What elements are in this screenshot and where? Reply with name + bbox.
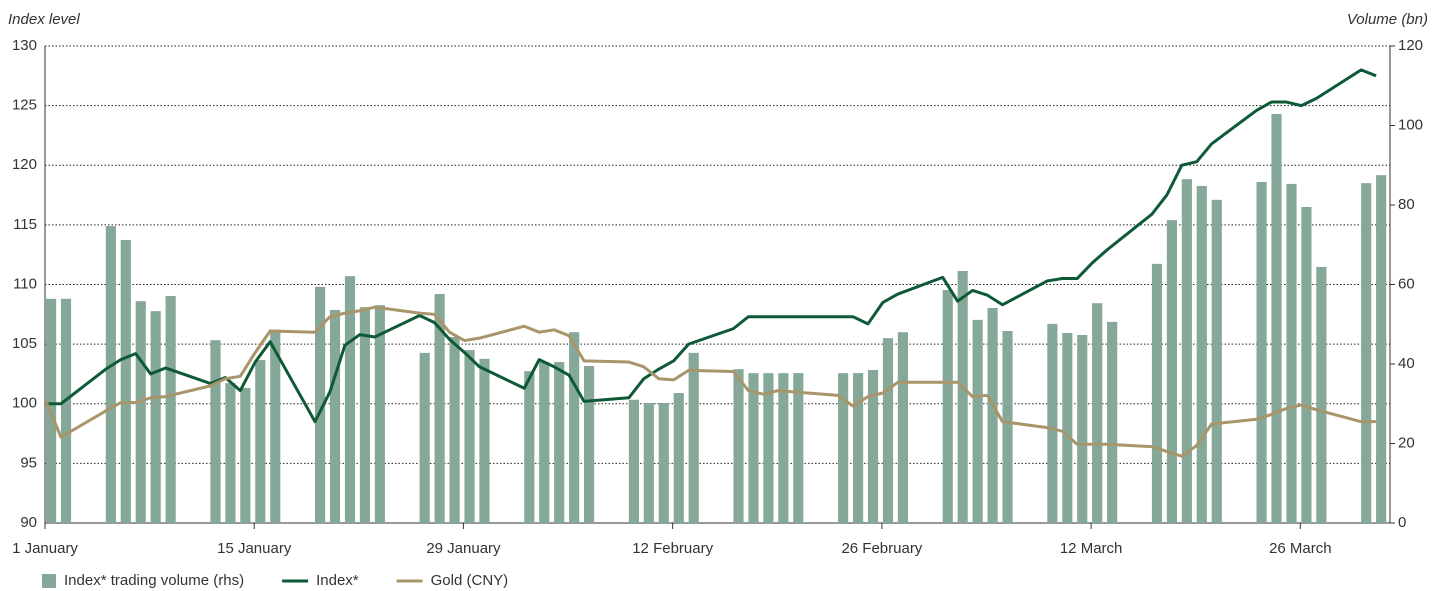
bar: [569, 332, 580, 523]
bar: [584, 365, 595, 523]
bar: [1062, 332, 1073, 523]
y2-tick-label: 100: [1398, 116, 1423, 133]
bar: [733, 369, 744, 523]
bar: [1316, 267, 1327, 523]
y2-tick-label: 0: [1398, 514, 1406, 531]
bar: [479, 358, 490, 523]
bar: [315, 286, 326, 523]
x-tick-label: 26 February: [841, 540, 922, 557]
bar: [1092, 303, 1103, 523]
bar: [1211, 199, 1222, 523]
bar: [1361, 183, 1372, 523]
bar: [793, 373, 804, 523]
bar: [374, 305, 385, 523]
bar: [524, 371, 535, 523]
y2-tick-label: 40: [1398, 355, 1415, 372]
bar: [165, 296, 176, 523]
y-tick-label: 105: [12, 335, 37, 352]
legend-label: Index* trading volume (rhs): [64, 572, 244, 589]
bar: [688, 352, 699, 523]
y-tick-label: 100: [12, 395, 37, 412]
y-tick-label: 115: [13, 216, 37, 233]
bar: [1077, 334, 1088, 523]
bar: [464, 350, 475, 523]
y-tick-label: 130: [12, 37, 37, 54]
line: [44, 305, 1377, 458]
bar: [539, 362, 550, 523]
legend-label: Index*: [316, 572, 359, 589]
bar: [120, 239, 131, 524]
bar: [853, 373, 864, 523]
x-tick-label: 1 January: [12, 540, 78, 557]
bar: [1002, 331, 1013, 523]
bar: [449, 336, 460, 523]
bar: [987, 307, 998, 523]
x-tick-label: 12 March: [1060, 540, 1123, 557]
bar: [1286, 183, 1297, 523]
bar: [1107, 321, 1118, 523]
y2-tick-label: 60: [1398, 275, 1415, 292]
x-tick-label: 26 March: [1269, 540, 1332, 557]
bar: [897, 332, 908, 523]
bar: [344, 276, 356, 523]
bar: [1196, 185, 1207, 524]
bar: [882, 338, 894, 523]
bar: [763, 373, 774, 523]
bar: [838, 373, 849, 523]
bar: [554, 362, 565, 523]
y2-tick-label: 120: [1398, 37, 1423, 54]
x-tick-label: 15 January: [217, 540, 292, 557]
bar: [105, 226, 116, 523]
bar: [628, 399, 639, 523]
y-tick-label: 90: [20, 514, 37, 531]
line: [46, 68, 1377, 424]
bar: [419, 352, 430, 523]
bar: [270, 329, 281, 523]
bar: [673, 393, 684, 523]
bar: [942, 290, 953, 523]
bar: [957, 270, 968, 523]
bar: [1166, 220, 1177, 524]
bar: [1301, 206, 1312, 524]
y-axis-label: Index level: [8, 11, 80, 28]
bar: [867, 369, 879, 523]
bar: [1256, 181, 1267, 523]
x-tick-label: 29 January: [426, 540, 501, 557]
bar: [1181, 179, 1192, 523]
y-tick-label: 125: [12, 97, 37, 114]
y-tick-label: 120: [12, 156, 37, 173]
bar: [329, 309, 341, 523]
bar: [643, 402, 654, 523]
bar: [225, 383, 236, 523]
y2-axis-label: Volume (bn): [1347, 11, 1428, 28]
bar: [972, 319, 983, 523]
bar: [240, 387, 251, 523]
y-tick-label: 95: [20, 454, 37, 471]
bar: [135, 301, 146, 523]
bar: [434, 294, 445, 523]
bar: [359, 307, 370, 523]
bar: [210, 340, 221, 523]
x-tick-label: 12 February: [632, 540, 713, 557]
bar: [1271, 113, 1282, 523]
y-tick-label: 110: [13, 275, 37, 292]
bar: [1151, 263, 1163, 523]
bar: [1047, 323, 1058, 523]
bar: [60, 298, 72, 523]
y2-tick-label: 20: [1398, 434, 1415, 451]
y2-tick-label: 80: [1398, 196, 1415, 213]
legend-label: Gold (CNY): [431, 572, 509, 589]
bar: [748, 373, 759, 523]
bar: [255, 360, 266, 523]
bar: [1376, 175, 1387, 523]
bar: [658, 402, 669, 523]
legend-swatch: [42, 574, 56, 588]
bar: [150, 311, 161, 523]
bar: [778, 373, 789, 523]
